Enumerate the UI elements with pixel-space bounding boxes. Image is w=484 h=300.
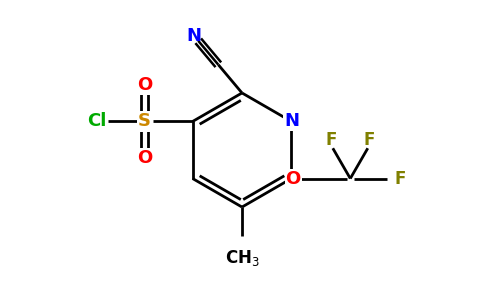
Text: F: F	[325, 131, 337, 149]
Text: F: F	[364, 131, 375, 149]
Text: CH$_3$: CH$_3$	[225, 248, 259, 268]
Text: N: N	[284, 112, 299, 130]
Text: O: O	[137, 76, 152, 94]
Text: O: O	[286, 169, 301, 188]
Text: Cl: Cl	[87, 112, 106, 130]
Text: O: O	[137, 149, 152, 167]
Text: N: N	[186, 27, 201, 45]
Text: S: S	[138, 112, 151, 130]
Text: F: F	[394, 169, 406, 188]
